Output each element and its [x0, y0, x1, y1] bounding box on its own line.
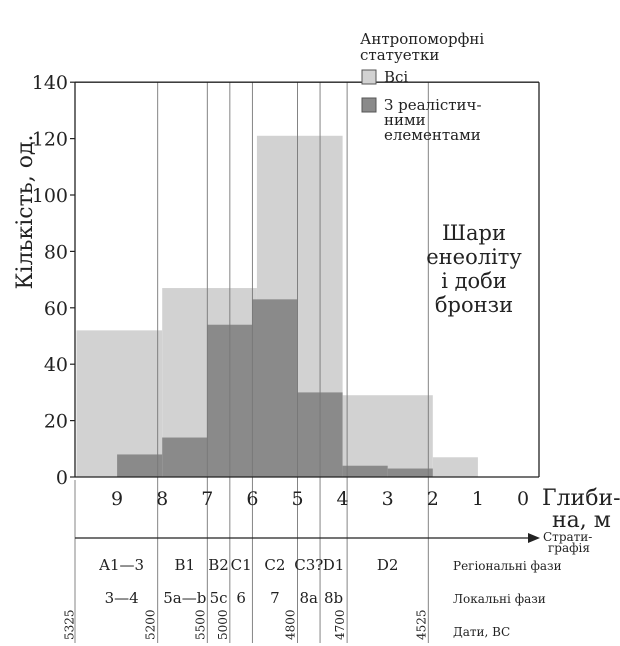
regional-phase-5: C3?: [294, 556, 323, 574]
local-phase-3: 6: [236, 589, 246, 607]
stratigraphy-label-2: графія: [548, 541, 590, 555]
local-phase-0: 3—4: [105, 589, 139, 607]
date-label-3: 5000: [216, 609, 230, 640]
y-tick-label-5: 100: [32, 185, 68, 207]
regional-phase-4: C2: [264, 556, 285, 574]
y-tick-label-2: 40: [44, 354, 68, 376]
date-label-5: 4700: [333, 609, 347, 640]
local-phase-4: 7: [270, 589, 280, 607]
regional-phase-3: C1: [231, 556, 252, 574]
x-tick-label-5: 4: [337, 488, 349, 510]
y-tick-label-1: 20: [44, 411, 68, 433]
legend-title: Антропоморфні статуетки: [360, 30, 484, 64]
stratigraphy-arrow-head: [528, 533, 540, 543]
legend: Антропоморфні статуетки Всі З реалістич-н…: [360, 30, 484, 144]
x-tick-label-4: 5: [291, 488, 303, 510]
date-label-4: 4800: [284, 609, 298, 640]
bar-all-3: [342, 395, 433, 477]
regional-phase-2: B2: [208, 556, 229, 574]
y-tick-label-0: 0: [56, 467, 68, 489]
regional-phases-label: Регіональні фази: [453, 559, 562, 573]
local-phase-2: 5c: [210, 589, 228, 607]
bar-all-4: [432, 457, 478, 477]
local-phases-label: Локальні фази: [453, 592, 546, 606]
local-phase-1: 5a—b: [163, 589, 206, 607]
date-label-6: 4525: [414, 609, 428, 640]
bar-realistic-6: [387, 468, 433, 477]
y-axis-label: Кількість, од.: [13, 134, 38, 289]
regional-phase-1: B1: [174, 556, 195, 574]
bar-realistic-1: [162, 437, 208, 477]
stratigraphy-table: Страти-графія A1—3 B1 B2 C1 C2 C3? D1 D2 Регіонал…: [63, 530, 593, 640]
date-label-1: 5200: [144, 609, 158, 640]
x-tick-label-2: 7: [201, 488, 213, 510]
date-label-2: 5500: [193, 609, 207, 640]
x-tick-label-8: 1: [472, 488, 484, 510]
x-tick-label-1: 8: [156, 488, 168, 510]
x-tick-label-0: 9: [111, 488, 123, 510]
annotation-layers: Шари енеоліту і доби бронзи: [426, 221, 522, 317]
y-tick-label-7: 140: [32, 72, 68, 94]
x-tick-label-9: 0: [517, 488, 529, 510]
x-tick-label-7: 2: [427, 488, 439, 510]
axes: [74, 81, 540, 478]
y-tick-label-6: 120: [32, 129, 68, 151]
x-axis-label: Глиби-на, м: [542, 486, 620, 533]
x-tick-labels: 9 8 7 6 5 4 3 2 1 0: [111, 488, 529, 510]
y-tick-label-4: 80: [44, 241, 68, 263]
x-tick-label-3: 6: [246, 488, 258, 510]
legend-label-all: Всі: [384, 68, 408, 86]
bar-realistic-3: [252, 299, 298, 477]
local-phase-5: 8a: [300, 589, 319, 607]
regional-phase-6: D1: [323, 556, 345, 574]
regional-phase-0: A1—3: [98, 556, 144, 574]
y-tick-labels: 0 20 40 60 80 100 120 140: [32, 72, 75, 489]
legend-swatch-all: [361, 69, 377, 85]
local-phase-6: 8b: [324, 589, 343, 607]
x-tick-label-6: 3: [382, 488, 394, 510]
phase-boundary-lines: [74, 82, 429, 643]
legend-swatch-realistic: [361, 97, 377, 113]
bar-all-0: [76, 330, 163, 477]
legend-label-realistic: З реалістич-ними елементами: [384, 96, 482, 144]
y-tick-label-3: 60: [44, 298, 68, 320]
stratigraphy-label-1: Страти-: [543, 530, 592, 544]
dates-label: Дати, ВС: [453, 625, 510, 639]
date-label-0: 5325: [63, 609, 77, 640]
regional-phase-7: D2: [377, 556, 399, 574]
bar-realistic-5: [342, 465, 388, 477]
bar-realistic-0: [117, 454, 163, 477]
